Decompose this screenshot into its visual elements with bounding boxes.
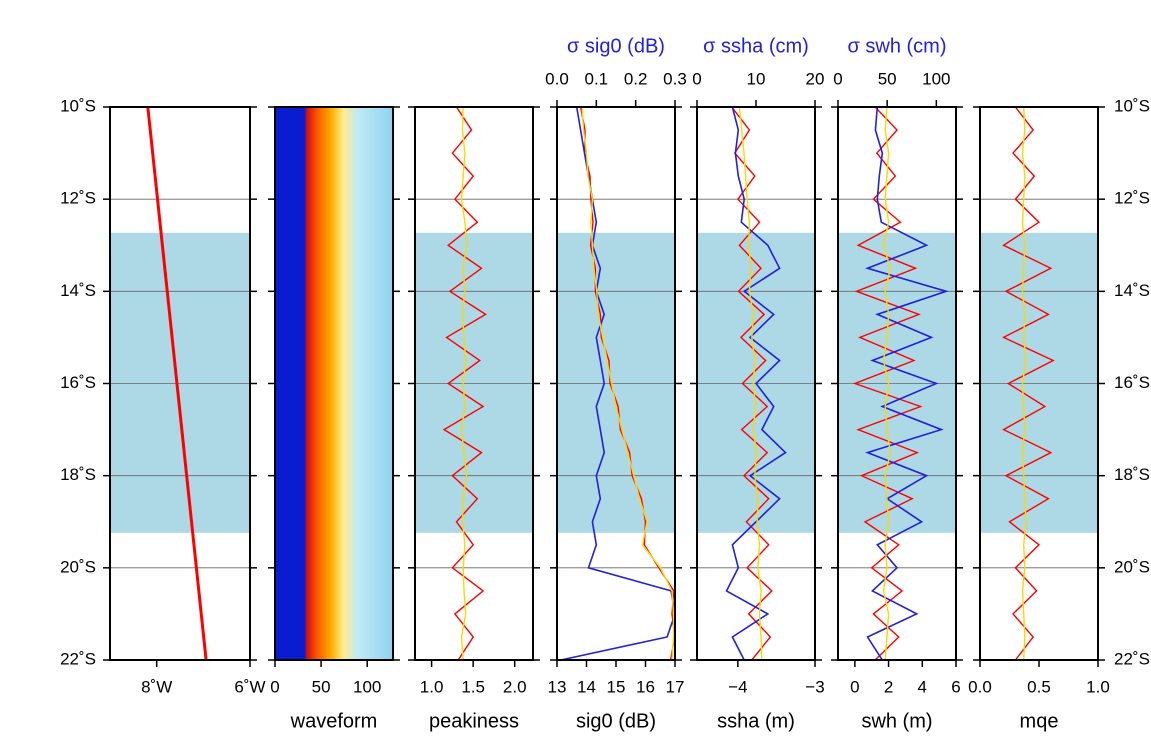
x-axis-label: sig0 (dB) [576,710,656,732]
series-line [852,107,923,660]
y-tick-label: 14˚S [1114,281,1150,300]
y-tick-label: 18˚S [60,465,96,484]
shaded-band [110,232,250,533]
series-line [731,107,773,660]
x2-tick-label: 10 [747,69,766,88]
panel [980,107,1098,660]
y-tick-label: 20˚S [1114,557,1150,576]
x-tick-label: 1.5 [461,677,485,696]
x2-tick-label: 0 [833,69,842,88]
x-tick-label: 6 [951,677,960,696]
series-line [1021,107,1027,660]
x-axis-label: swh (m) [861,710,932,732]
x-axis-label: mqe [1020,710,1059,732]
x-tick-label: 0 [270,677,279,696]
x2-axis-label: σ sig0 (dB) [567,35,665,57]
series-line [1002,107,1055,660]
x-axis-label: peakiness [429,710,519,732]
x2-tick-label: 100 [922,69,950,88]
y-tick-label: 14˚S [60,281,96,300]
waveform-image [275,107,393,660]
x2-tick-label: 20 [806,69,825,88]
x-tick-label: 14 [577,677,596,696]
y-tick-label: 12˚S [60,189,96,208]
x2-tick-label: 0.2 [624,69,648,88]
panel [838,107,956,660]
series-line [442,107,487,660]
x-tick-label: 6˚W [234,677,265,696]
x2-tick-label: 0 [692,69,701,88]
panel [557,107,675,660]
y-tick-label: 22˚S [60,649,96,668]
panel [415,107,533,660]
series-line [865,107,949,660]
x-axis-label: waveform [290,710,378,732]
x-tick-label: 2 [884,677,893,696]
x2-axis-label: σ ssha (cm) [703,35,809,57]
x-tick-label: 13 [548,677,567,696]
x2-tick-label: 0.3 [663,69,687,88]
series-line [725,107,787,660]
x-tick-label: 16 [636,677,655,696]
y-tick-label: 22˚S [1114,649,1150,668]
panel [275,107,393,660]
shaded-band [557,232,675,533]
x-tick-label: 0.5 [1027,677,1051,696]
x-axis-label: ssha (m) [717,710,795,732]
x-tick-label: 17 [666,677,685,696]
series-line [738,107,763,660]
y-tick-label: 12˚S [1114,189,1150,208]
y-tick-label: 18˚S [1114,465,1150,484]
x2-tick-label: 50 [878,69,897,88]
x-tick-label: 0 [850,677,859,696]
y-tick-label: 10˚S [1114,96,1150,115]
series-line [581,107,675,660]
shaded-band [415,232,533,533]
series-line [460,107,468,660]
x-tick-label: 1.0 [420,677,444,696]
x-tick-label: 8˚W [141,677,172,696]
x-tick-label: 50 [312,677,331,696]
x2-tick-label: 0.0 [545,69,569,88]
x-tick-label: 15 [607,677,626,696]
panel [697,107,815,660]
y-tick-label: 10˚S [60,96,96,115]
series-line [146,107,208,660]
x-tick-label: 1.0 [1086,677,1110,696]
y-tick-label: 16˚S [60,373,96,392]
x2-tick-label: 0.1 [585,69,609,88]
x-tick-label: 0.0 [968,677,992,696]
y-tick-label: 20˚S [60,557,96,576]
x-tick-label: −3 [805,677,824,696]
x-tick-label: 100 [353,677,381,696]
x-tick-label: 4 [918,677,927,696]
series-line [579,107,675,660]
x-tick-label: −4 [728,677,747,696]
shaded-band [980,232,1098,533]
y-tick-label: 16˚S [1114,373,1150,392]
x2-axis-label: σ swh (cm) [847,35,946,57]
x-tick-label: 2.0 [503,677,527,696]
series-line [882,107,892,660]
panel [110,107,250,660]
